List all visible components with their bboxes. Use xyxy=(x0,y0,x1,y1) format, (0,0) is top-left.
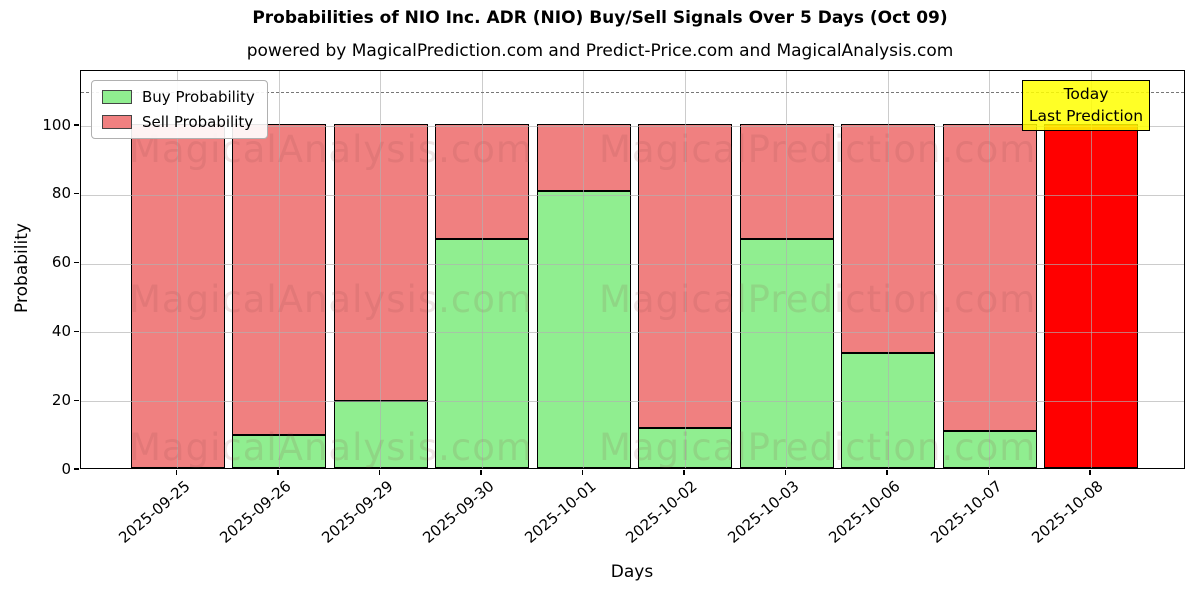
legend-label-buy: Buy Probability xyxy=(142,88,255,106)
y-tick-label-100: 100 xyxy=(42,115,71,134)
plot-area: Buy Probability Sell Probability Today L… xyxy=(80,70,1185,469)
h-gridline-20 xyxy=(81,401,1184,403)
watermark-right-0: MagicalPrediction.com xyxy=(599,128,1037,171)
v-gridline-2025-10-02 xyxy=(684,71,686,468)
legend-item-buy: Buy Probability xyxy=(102,88,255,106)
x-tick-label-2025-10-06: 2025-10-06 xyxy=(825,477,904,547)
v-gridline-2025-10-01 xyxy=(583,71,584,468)
v-gridline-2025-09-30 xyxy=(481,71,483,468)
chart-subtitle: powered by MagicalPrediction.com and Pre… xyxy=(246,41,954,61)
x-tick-label-2025-10-02: 2025-10-02 xyxy=(622,477,701,547)
x-tick-label-2025-10-08: 2025-10-08 xyxy=(1028,477,1107,547)
y-tick-label-20: 20 xyxy=(51,390,71,409)
v-gridline-2025-09-26 xyxy=(278,71,280,468)
v-gridline-2025-10-03 xyxy=(786,71,787,468)
legend-item-sell: Sell Probability xyxy=(102,113,255,131)
y-tick-label-0: 0 xyxy=(61,459,71,478)
y-tick-label-80: 80 xyxy=(51,184,71,203)
watermark-left-1: MagicalAnalysis.com xyxy=(129,278,533,321)
watermark-right-1: MagicalPrediction.com xyxy=(599,278,1037,321)
threshold-dashed-line xyxy=(81,91,1184,93)
x-tick-label-2025-10-01: 2025-10-01 xyxy=(520,477,600,547)
v-gridline-2025-09-29 xyxy=(380,71,381,468)
sell-probability-swatch-icon xyxy=(102,115,132,129)
h-gridline-80 xyxy=(81,194,1184,196)
annotation-line-2: Last Prediction xyxy=(1028,107,1144,126)
y-tick-mark-60 xyxy=(74,261,79,264)
x-tick-mark-2025-10-08 xyxy=(1089,470,1091,475)
x-tick-mark-2025-09-26 xyxy=(277,470,279,475)
v-gridline-2025-09-25 xyxy=(177,71,178,468)
v-gridline-2025-10-08 xyxy=(1090,71,1092,468)
v-gridline-2025-10-06 xyxy=(887,71,889,468)
x-tick-label-2025-09-25: 2025-09-25 xyxy=(114,477,194,547)
y-tick-mark-0 xyxy=(74,468,79,470)
x-axis-label: Days xyxy=(610,562,654,582)
x-tick-label-2025-10-07: 2025-10-07 xyxy=(926,477,1006,547)
today-annotation: Today Last Prediction xyxy=(1022,80,1150,131)
x-tick-mark-2025-09-30 xyxy=(480,470,482,475)
x-tick-mark-2025-10-01 xyxy=(581,470,584,475)
x-tick-mark-2025-09-25 xyxy=(175,470,178,475)
legend: Buy Probability Sell Probability xyxy=(91,80,268,139)
x-tick-label-2025-10-03: 2025-10-03 xyxy=(723,477,803,547)
x-tick-mark-2025-10-02 xyxy=(683,470,685,475)
annotation-line-1: Today xyxy=(1063,85,1109,103)
y-tick-label-40: 40 xyxy=(51,321,71,340)
y-tick-mark-20 xyxy=(74,399,79,401)
x-tick-mark-2025-10-06 xyxy=(886,470,888,475)
y-tick-label-60: 60 xyxy=(51,253,71,272)
y-tick-mark-100 xyxy=(74,124,79,126)
x-tick-mark-2025-10-07 xyxy=(987,470,990,475)
buy-probability-swatch-icon xyxy=(102,90,132,104)
y-tick-mark-40 xyxy=(74,330,79,333)
watermark-right-2: MagicalPrediction.com xyxy=(599,426,1037,469)
h-gridline-40 xyxy=(81,332,1184,334)
x-tick-mark-2025-09-29 xyxy=(378,470,381,475)
v-gridline-2025-10-07 xyxy=(989,71,990,468)
y-tick-mark-80 xyxy=(74,193,79,195)
x-tick-label-2025-09-29: 2025-09-29 xyxy=(317,477,397,547)
watermark-left-2: MagicalAnalysis.com xyxy=(129,426,533,469)
x-tick-label-2025-09-30: 2025-09-30 xyxy=(419,477,498,547)
x-tick-mark-2025-10-03 xyxy=(784,470,787,475)
legend-label-sell: Sell Probability xyxy=(142,113,254,131)
h-gridline-60 xyxy=(81,263,1184,265)
chart-title: Probabilities of NIO Inc. ADR (NIO) Buy/… xyxy=(252,8,948,28)
x-tick-label-2025-09-26: 2025-09-26 xyxy=(216,477,295,547)
h-gridline-100 xyxy=(81,126,1184,127)
